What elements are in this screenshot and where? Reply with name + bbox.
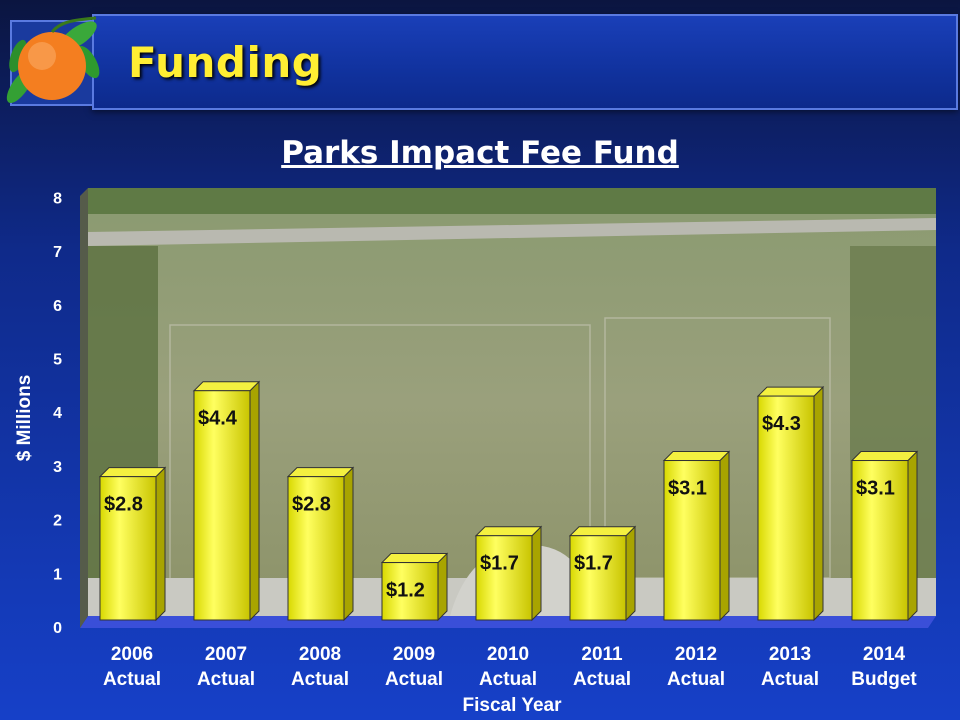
x-tick-label-type: Actual: [573, 669, 631, 690]
x-tick-label-type: Budget: [851, 669, 917, 690]
title-bar: [92, 14, 958, 110]
bar-2012: [662, 450, 731, 622]
y-tick-label: 8: [53, 190, 62, 207]
y-axis-title: $ Millions: [14, 375, 35, 462]
x-tick-label-year: 2013: [769, 644, 811, 665]
y-tick-label: 4: [53, 405, 62, 422]
x-tick-label-year: 2014: [863, 644, 906, 665]
bar-2007: [192, 380, 261, 622]
bar-2014: [850, 450, 919, 622]
x-tick-label-type: Actual: [479, 669, 537, 690]
x-axis-title: Fiscal Year: [463, 695, 563, 716]
data-label: $3.1: [668, 478, 707, 500]
x-tick-label-type: Actual: [291, 669, 349, 690]
chart-title: Parks Impact Fee Fund: [281, 135, 679, 171]
bar-side: [625, 525, 636, 622]
x-tick-label-year: 2007: [205, 644, 247, 665]
y-tick-label: 2: [53, 513, 62, 530]
x-tick-label-year: 2011: [581, 644, 623, 665]
bar-2009: [380, 552, 449, 622]
bar-top: [756, 386, 825, 397]
bar-top: [662, 451, 731, 462]
x-tick-label-year: 2009: [393, 644, 435, 665]
y-tick-label: 3: [53, 459, 62, 476]
bar-front: [287, 476, 345, 621]
bar-top: [568, 526, 637, 537]
bar-side: [531, 525, 542, 622]
bar-top: [850, 451, 919, 462]
bar-side: [343, 466, 354, 622]
y-tick-label: 6: [53, 298, 62, 315]
bar-front: [851, 460, 909, 621]
bar-front: [99, 476, 157, 621]
bar-side: [907, 450, 918, 622]
bar-front: [475, 535, 533, 621]
bar-front: [663, 460, 721, 621]
bar-2011: [568, 525, 637, 622]
page-title: Funding: [128, 38, 323, 87]
data-label: $2.8: [104, 494, 143, 516]
bar-side: [719, 450, 730, 622]
x-tick-label-year: 2008: [299, 644, 341, 665]
bar-side: [155, 466, 166, 622]
bar-front: [193, 390, 251, 621]
bar-side: [813, 385, 824, 622]
bar-front: [757, 395, 815, 621]
y-tick-label: 5: [53, 352, 62, 369]
bar-top: [192, 381, 261, 392]
bar-2013: [756, 385, 825, 622]
data-label: $4.3: [762, 413, 801, 435]
x-tick-label-type: Actual: [667, 669, 725, 690]
x-tick-label-type: Actual: [103, 669, 161, 690]
bar-top: [98, 467, 167, 478]
y-tick-label: 7: [53, 244, 62, 261]
bar-top: [286, 467, 355, 478]
bar-2008: [286, 466, 355, 622]
data-label: $1.7: [480, 553, 519, 575]
bar-side: [437, 552, 448, 622]
data-label: $1.2: [386, 580, 425, 602]
data-label: $4.4: [198, 408, 238, 430]
data-label: $1.7: [574, 553, 613, 575]
y-tick-label: 1: [53, 566, 62, 583]
x-tick-label-type: Actual: [761, 669, 819, 690]
x-tick-label-year: 2012: [675, 644, 717, 665]
y-tick-label: 0: [53, 620, 62, 637]
bar-top: [380, 553, 449, 564]
bar-side: [249, 380, 260, 622]
data-label: $3.1: [856, 478, 895, 500]
bar-front: [569, 535, 627, 621]
bar-2010: [474, 525, 543, 622]
bar-2006: [98, 466, 167, 622]
bar-front: [381, 562, 439, 621]
x-tick-label-year: 2010: [487, 644, 529, 665]
x-tick-label-type: Actual: [197, 669, 255, 690]
chart-left-wall: [80, 188, 88, 628]
orange-logo-icon: [6, 16, 100, 104]
x-tick-label-type: Actual: [385, 669, 443, 690]
bar-top: [474, 526, 543, 537]
x-tick-label-year: 2006: [111, 644, 153, 665]
data-label: $2.8: [292, 494, 331, 516]
